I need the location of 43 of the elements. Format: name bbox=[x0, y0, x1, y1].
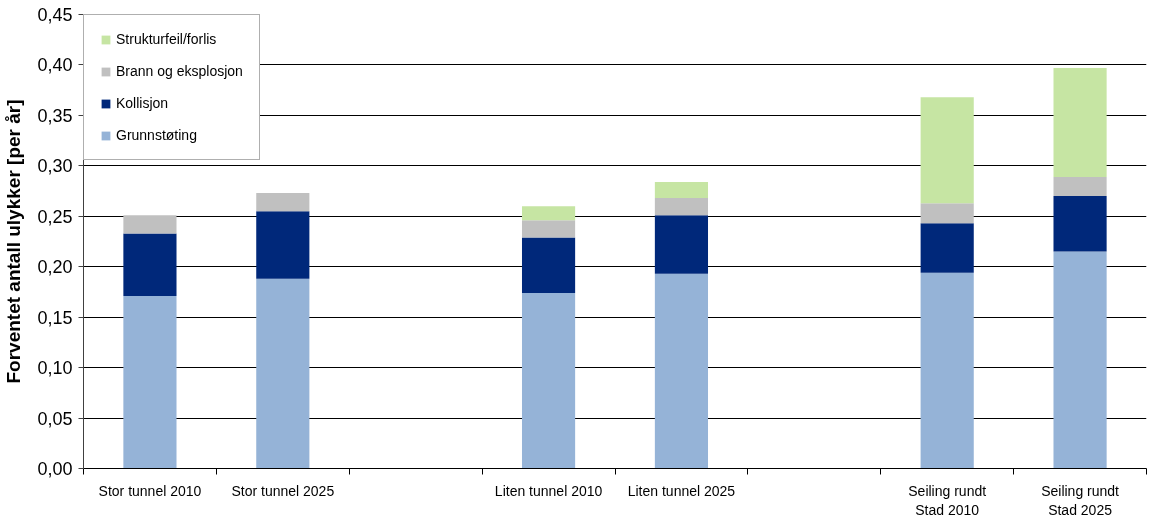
bar bbox=[1053, 67, 1107, 177]
y-tick-label: 0,00 bbox=[37, 459, 73, 479]
y-tick-label: 0,35 bbox=[37, 105, 73, 126]
bar bbox=[654, 215, 709, 274]
bar bbox=[654, 198, 709, 216]
x-tick-label: Stor tunnel 2010 bbox=[98, 482, 202, 499]
bar bbox=[920, 203, 974, 224]
y-tick-label: 0,40 bbox=[37, 55, 73, 76]
bar bbox=[521, 292, 576, 469]
bar bbox=[920, 272, 974, 469]
bar bbox=[654, 181, 709, 199]
legend-label: Grunnstøting bbox=[116, 127, 197, 143]
y-tick-label: 0,15 bbox=[37, 307, 73, 328]
y-tick-label: 0,20 bbox=[37, 257, 73, 278]
y-tick-label: 0,05 bbox=[37, 408, 73, 429]
bar bbox=[1053, 251, 1107, 469]
x-tick-label: Seiling rundt Stad 2010 bbox=[908, 482, 987, 518]
y-axis-title: Forventet antall ulykker [per år] bbox=[3, 99, 25, 384]
legend-label: Kollisjon bbox=[116, 95, 169, 111]
bar bbox=[123, 233, 177, 296]
y-tick-label: 0,30 bbox=[37, 156, 73, 177]
bar bbox=[256, 193, 310, 212]
bar bbox=[123, 215, 177, 234]
y-tick-label: 0,10 bbox=[37, 358, 73, 379]
bar bbox=[1053, 176, 1107, 197]
x-tick-label: Liten tunnel 2010 bbox=[494, 482, 603, 499]
bar bbox=[1053, 196, 1107, 252]
bar bbox=[521, 237, 576, 293]
bar bbox=[654, 273, 709, 469]
legend-label: Brann og eksplosjon bbox=[116, 63, 243, 79]
y-tick-label: 0,25 bbox=[37, 206, 73, 227]
x-tick-label: Stor tunnel 2025 bbox=[231, 482, 335, 499]
bar bbox=[920, 223, 974, 273]
x-tick-label: Liten tunnel 2025 bbox=[627, 482, 736, 499]
x-tick-label: Seiling rundt Stad 2025 bbox=[1041, 482, 1120, 518]
bar bbox=[256, 211, 310, 279]
bar bbox=[256, 278, 310, 469]
y-tick-label: 0,45 bbox=[37, 5, 73, 25]
bar bbox=[920, 97, 974, 204]
bar bbox=[521, 206, 576, 221]
bar bbox=[521, 220, 576, 238]
legend-label: Strukturfeil/forlis bbox=[116, 31, 217, 47]
bar bbox=[123, 295, 177, 469]
